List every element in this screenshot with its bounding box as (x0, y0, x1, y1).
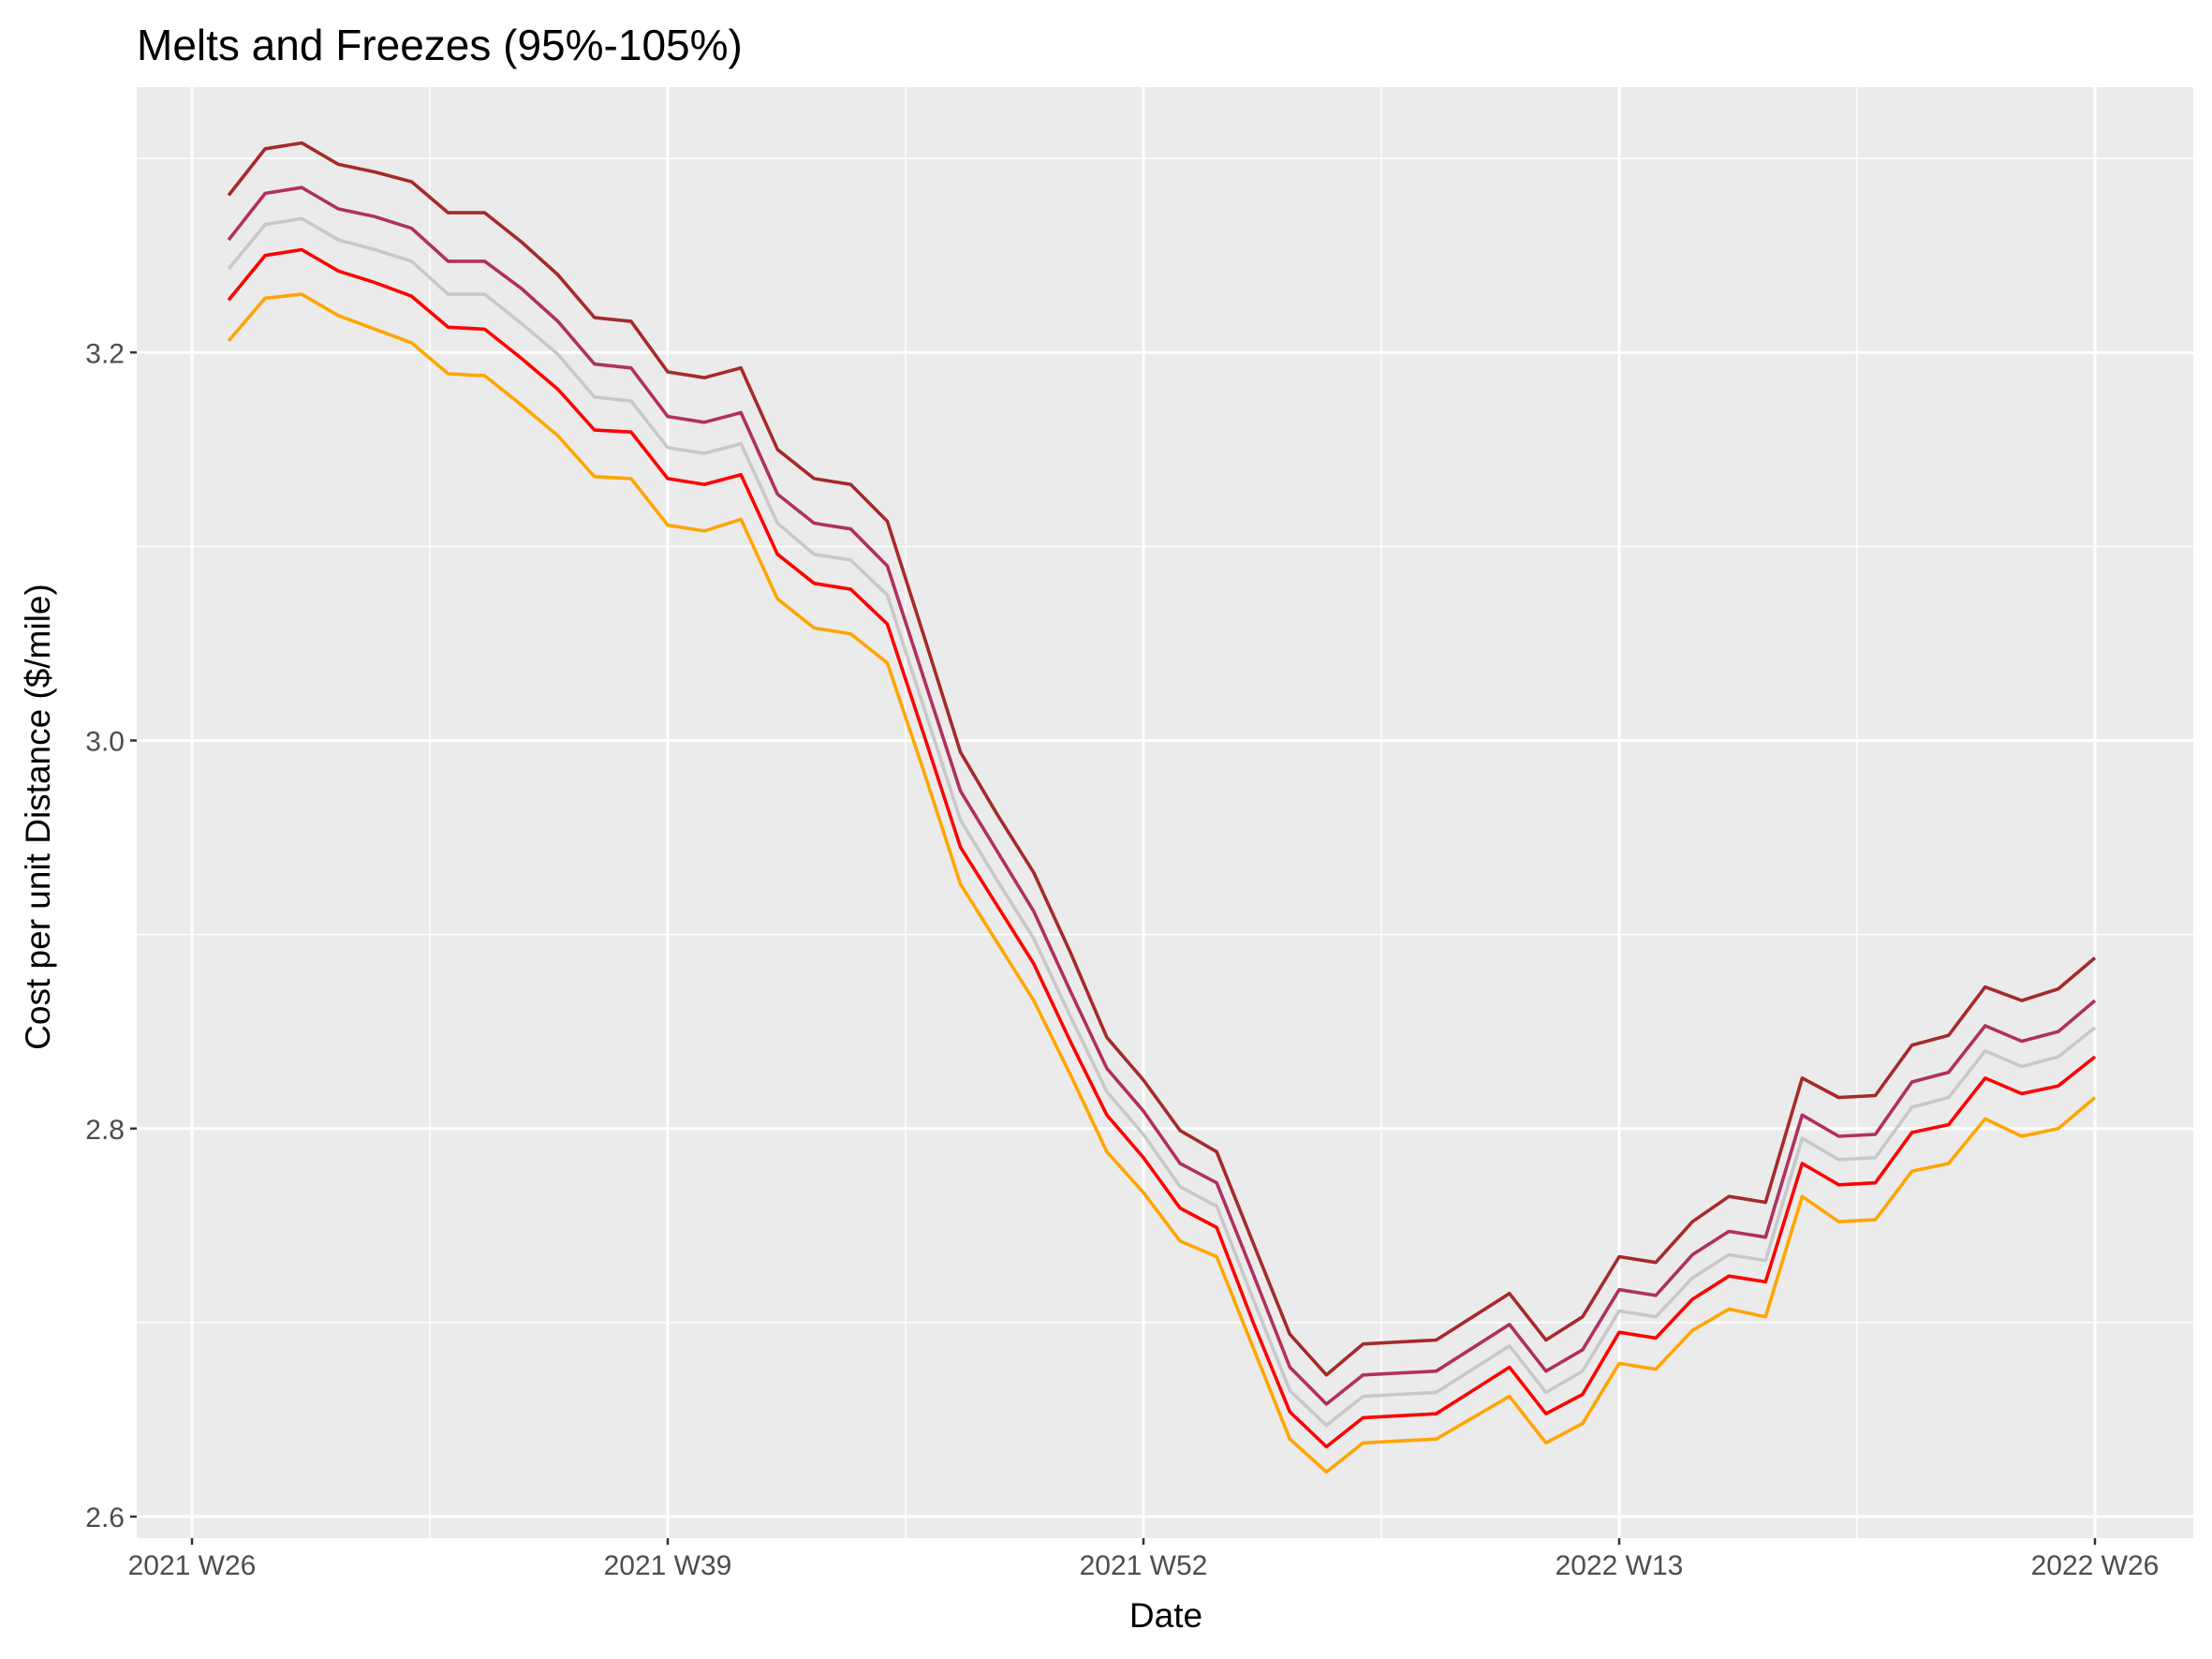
x-tick-label: 2021 W26 (128, 1550, 257, 1581)
y-axis-title: Cost per unit Distance ($/mile) (19, 584, 57, 1050)
x-axis: 2021 W26 2021 W39 2021 W52 2022 W13 2022 W26 (128, 1538, 2160, 1581)
plot-panel (137, 87, 2193, 1538)
chart-title: Melts and Freezes (95%-105%) (137, 21, 743, 69)
y-tick-label: 3.0 (85, 727, 125, 758)
series-line-3 (227, 216, 2097, 1428)
series-lines (227, 141, 2097, 1474)
x-tick-label: 2021 W52 (1080, 1550, 1208, 1581)
y-tick-label: 2.8 (85, 1115, 125, 1146)
x-axis-title: Date (1129, 1596, 1202, 1635)
series-line-1 (227, 141, 2097, 1377)
y-tick-label: 2.6 (85, 1503, 125, 1533)
y-axis: 2.6 2.8 3.0 3.2 (85, 338, 137, 1533)
grid-major (137, 87, 2193, 1538)
x-tick-label: 2022 W26 (2031, 1550, 2160, 1581)
x-tick-label: 2022 W13 (1556, 1550, 1684, 1581)
grid-minor (137, 87, 2193, 1538)
series-line-5 (227, 292, 2097, 1474)
x-tick-label: 2021 W39 (604, 1550, 732, 1581)
series-line-2 (227, 185, 2097, 1406)
y-tick-label: 3.2 (85, 338, 125, 369)
series-line-4 (227, 247, 2097, 1449)
